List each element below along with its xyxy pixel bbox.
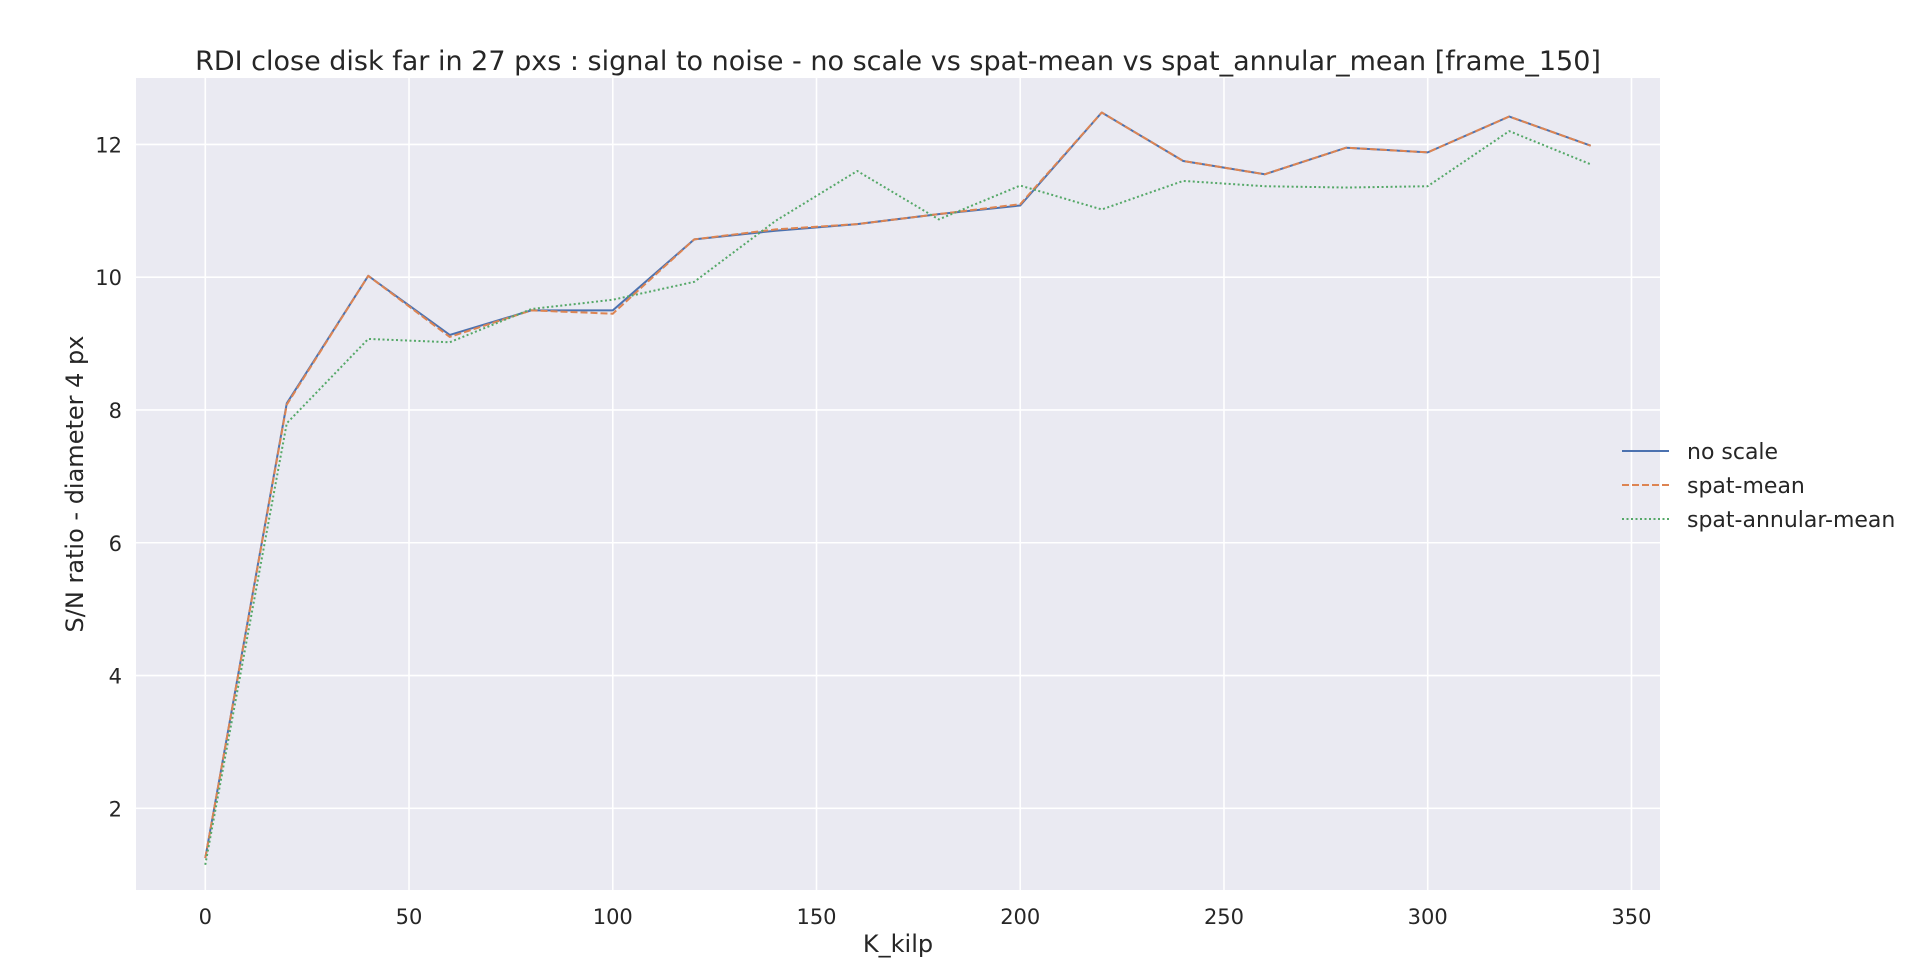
y-tick-label: 8 (109, 399, 122, 423)
series-line (204, 111, 1592, 859)
legend: no scale spat-mean spat-annular-mean (1622, 440, 1895, 533)
x-axis-label: K_kilp (863, 930, 933, 958)
legend-label: spat-annular-mean (1687, 508, 1895, 533)
series-no-scale (204, 111, 1592, 859)
y-tick-label: 6 (109, 532, 122, 556)
x-tick-label: 350 (1611, 905, 1651, 929)
legend-label: spat-mean (1687, 474, 1805, 499)
series-spat-annular-mean (204, 130, 1592, 865)
y-tick-label: 10 (95, 266, 122, 290)
x-tick-label: 300 (1408, 905, 1448, 929)
x-tick-label: 200 (1000, 905, 1040, 929)
x-tick-labels: 0 50 100 150 200 250 300 350 (199, 905, 1652, 929)
x-tick-label: 0 (199, 905, 212, 929)
plot-background (136, 78, 1660, 890)
series-line (204, 130, 1592, 865)
grid (136, 78, 1660, 890)
y-tick-label: 12 (95, 133, 122, 157)
legend-label: no scale (1687, 440, 1778, 465)
y-axis-label: S/N ratio - diameter 4 px (61, 336, 89, 633)
x-tick-label: 250 (1204, 905, 1244, 929)
y-tick-labels: 2 4 6 8 10 12 (95, 133, 122, 821)
chart-title: RDI close disk far in 27 pxs : signal to… (195, 46, 1601, 77)
series-layer (204, 111, 1592, 865)
y-tick-label: 2 (109, 797, 122, 821)
x-tick-label: 100 (593, 905, 633, 929)
x-tick-label: 150 (796, 905, 836, 929)
x-tick-label: 50 (396, 905, 423, 929)
y-tick-label: 4 (109, 665, 122, 689)
